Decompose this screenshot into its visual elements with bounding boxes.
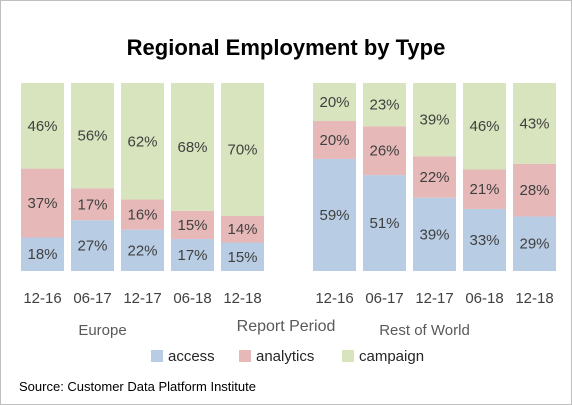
- data-label-campaign: 20%: [319, 94, 349, 111]
- x-tick-label: 12-16: [315, 290, 353, 307]
- data-label-access: 59%: [319, 207, 349, 224]
- bar-segment-access: [121, 229, 164, 271]
- bar-segment-access: [21, 237, 64, 271]
- bar-segment-analytics: [513, 163, 556, 217]
- data-label-analytics: 17%: [77, 196, 107, 213]
- x-tick-label: 12-17: [123, 290, 161, 307]
- data-label-access: 15%: [227, 249, 257, 266]
- bar-segment-campaign: [463, 83, 506, 170]
- plot-area: 18% 37% 46% 12-16 27% 17% 56% 06-17 22% 16% 62% 12-…: [21, 83, 556, 339]
- legend-swatch-analytics: [239, 350, 251, 362]
- bar-segment-campaign: [171, 83, 214, 211]
- data-label-access: 18%: [27, 246, 57, 263]
- data-label-analytics: 15%: [177, 217, 207, 234]
- x-tick-label: 12-17: [415, 290, 453, 307]
- bar-segment-campaign: [513, 83, 556, 164]
- legend-swatch-access: [151, 350, 163, 362]
- x-tick-label: 06-18: [465, 290, 503, 307]
- x-tick-label: 12-18: [223, 290, 261, 307]
- data-label-access: 33%: [469, 232, 499, 249]
- data-label-access: 39%: [419, 226, 449, 243]
- group-label: Rest of World: [379, 322, 470, 339]
- legend-label-campaign: campaign: [359, 348, 424, 365]
- data-label-campaign: 39%: [419, 112, 449, 129]
- bar-segment-analytics: [413, 156, 456, 198]
- bar-segment-analytics: [21, 168, 64, 238]
- data-label-campaign: 23%: [369, 97, 399, 114]
- bar-segment-analytics: [171, 210, 214, 240]
- bar-segment-campaign: [21, 83, 64, 169]
- legend-label-access: access: [168, 348, 215, 365]
- bar-segment-analytics: [71, 188, 114, 221]
- data-label-analytics: 21%: [469, 181, 499, 198]
- bar-segment-access: [363, 175, 406, 271]
- data-label-analytics: 14%: [227, 221, 257, 238]
- data-label-analytics: 22%: [419, 169, 449, 186]
- bar-segment-campaign: [413, 83, 456, 157]
- group-label: Europe: [78, 322, 126, 339]
- x-tick-label: 12-16: [23, 290, 61, 307]
- bar-segment-campaign: [221, 83, 264, 216]
- data-label-access: 29%: [519, 236, 549, 253]
- data-label-access: 22%: [127, 242, 157, 259]
- bar-segment-campaign: [313, 83, 356, 121]
- group-rest-of-world: 59% 20% 20% 12-16 51% 26% 23% 06-17 39% 22% 39% 12-…: [313, 83, 556, 339]
- legend-swatch-campaign: [342, 350, 354, 362]
- data-label-campaign: 46%: [27, 118, 57, 135]
- bar-segment-access: [171, 239, 214, 271]
- data-label-analytics: 20%: [319, 132, 349, 149]
- legend-label-analytics: analytics: [256, 348, 314, 365]
- data-label-analytics: 16%: [127, 207, 157, 224]
- data-label-analytics: 37%: [27, 195, 57, 212]
- data-label-campaign: 70%: [227, 141, 257, 158]
- x-tick-label: 06-18: [173, 290, 211, 307]
- data-label-access: 27%: [77, 238, 107, 255]
- bar-segment-analytics: [463, 169, 506, 209]
- x-tick-label: 06-17: [73, 290, 111, 307]
- data-label-campaign: 43%: [519, 115, 549, 132]
- data-label-access: 17%: [177, 247, 207, 264]
- data-label-campaign: 46%: [469, 118, 499, 135]
- bar-segment-analytics: [313, 120, 356, 159]
- bar-segment-campaign: [121, 83, 164, 200]
- group-europe: 18% 37% 46% 12-16 27% 17% 56% 06-17 22% 16% 62% 12-…: [21, 83, 264, 339]
- chart-title: Regional Employment by Type: [127, 35, 446, 60]
- data-label-analytics: 26%: [369, 143, 399, 160]
- data-label-campaign: 62%: [127, 133, 157, 150]
- data-label-analytics: 28%: [519, 182, 549, 199]
- bar-segment-campaign: [71, 83, 114, 189]
- legend: access analytics campaign: [151, 348, 424, 365]
- bar-segment-access: [413, 197, 456, 271]
- data-label-campaign: 68%: [177, 139, 207, 156]
- x-tick-label: 06-17: [365, 290, 403, 307]
- data-label-access: 51%: [369, 215, 399, 232]
- x-axis-title: Report Period: [237, 318, 336, 335]
- bar-segment-access: [313, 158, 356, 271]
- bar-segment-access: [221, 242, 264, 271]
- data-label-campaign: 56%: [77, 128, 107, 145]
- bar-segment-analytics: [121, 199, 164, 230]
- bar-segment-access: [463, 208, 506, 271]
- bar-segment-analytics: [363, 126, 406, 176]
- bar-segment-access: [71, 220, 114, 271]
- bar-segment-access: [513, 216, 556, 271]
- source-note: Source: Customer Data Platform Institute: [19, 379, 256, 394]
- bar-segment-campaign: [363, 83, 406, 127]
- x-tick-label: 12-18: [515, 290, 553, 307]
- bar-segment-analytics: [221, 215, 264, 243]
